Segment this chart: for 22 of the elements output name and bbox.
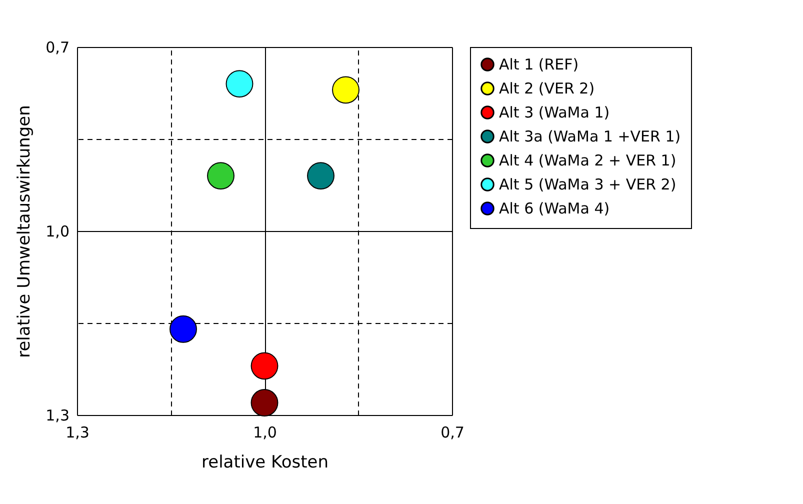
point: [207, 162, 234, 190]
legend-label: Alt 6 (WaMa 4): [499, 200, 610, 218]
x-axis-title: relative Kosten: [202, 452, 328, 472]
legend-label: Alt 1 (REF): [499, 56, 579, 74]
point: [250, 389, 278, 416]
legend-label: Alt 5 (WaMa 3 + VER 2): [499, 176, 676, 194]
point: [332, 76, 360, 104]
y-tick-label: 0,7: [46, 38, 70, 56]
x-tick-label: 1,0: [253, 424, 277, 442]
point: [250, 352, 278, 380]
legend-label: Alt 4 (WaMa 2 + VER 1): [499, 152, 676, 170]
y-axis-title: relative Umweltauswirkungen: [14, 105, 35, 358]
legend-label: Alt 2 (VER 2): [499, 80, 595, 98]
x-tick-label: 1,3: [66, 424, 90, 442]
legend-label: Alt 3 (WaMa 1): [499, 104, 610, 122]
y-tick-label: 1,0: [46, 222, 70, 240]
point: [226, 70, 254, 98]
point: [307, 162, 334, 190]
point: [170, 315, 197, 343]
y-tick-label: 1,3: [46, 406, 70, 424]
x-tick-label: 0,7: [440, 424, 464, 442]
legend-label: Alt 3a (WaMa 1 +VER 1): [499, 128, 681, 146]
